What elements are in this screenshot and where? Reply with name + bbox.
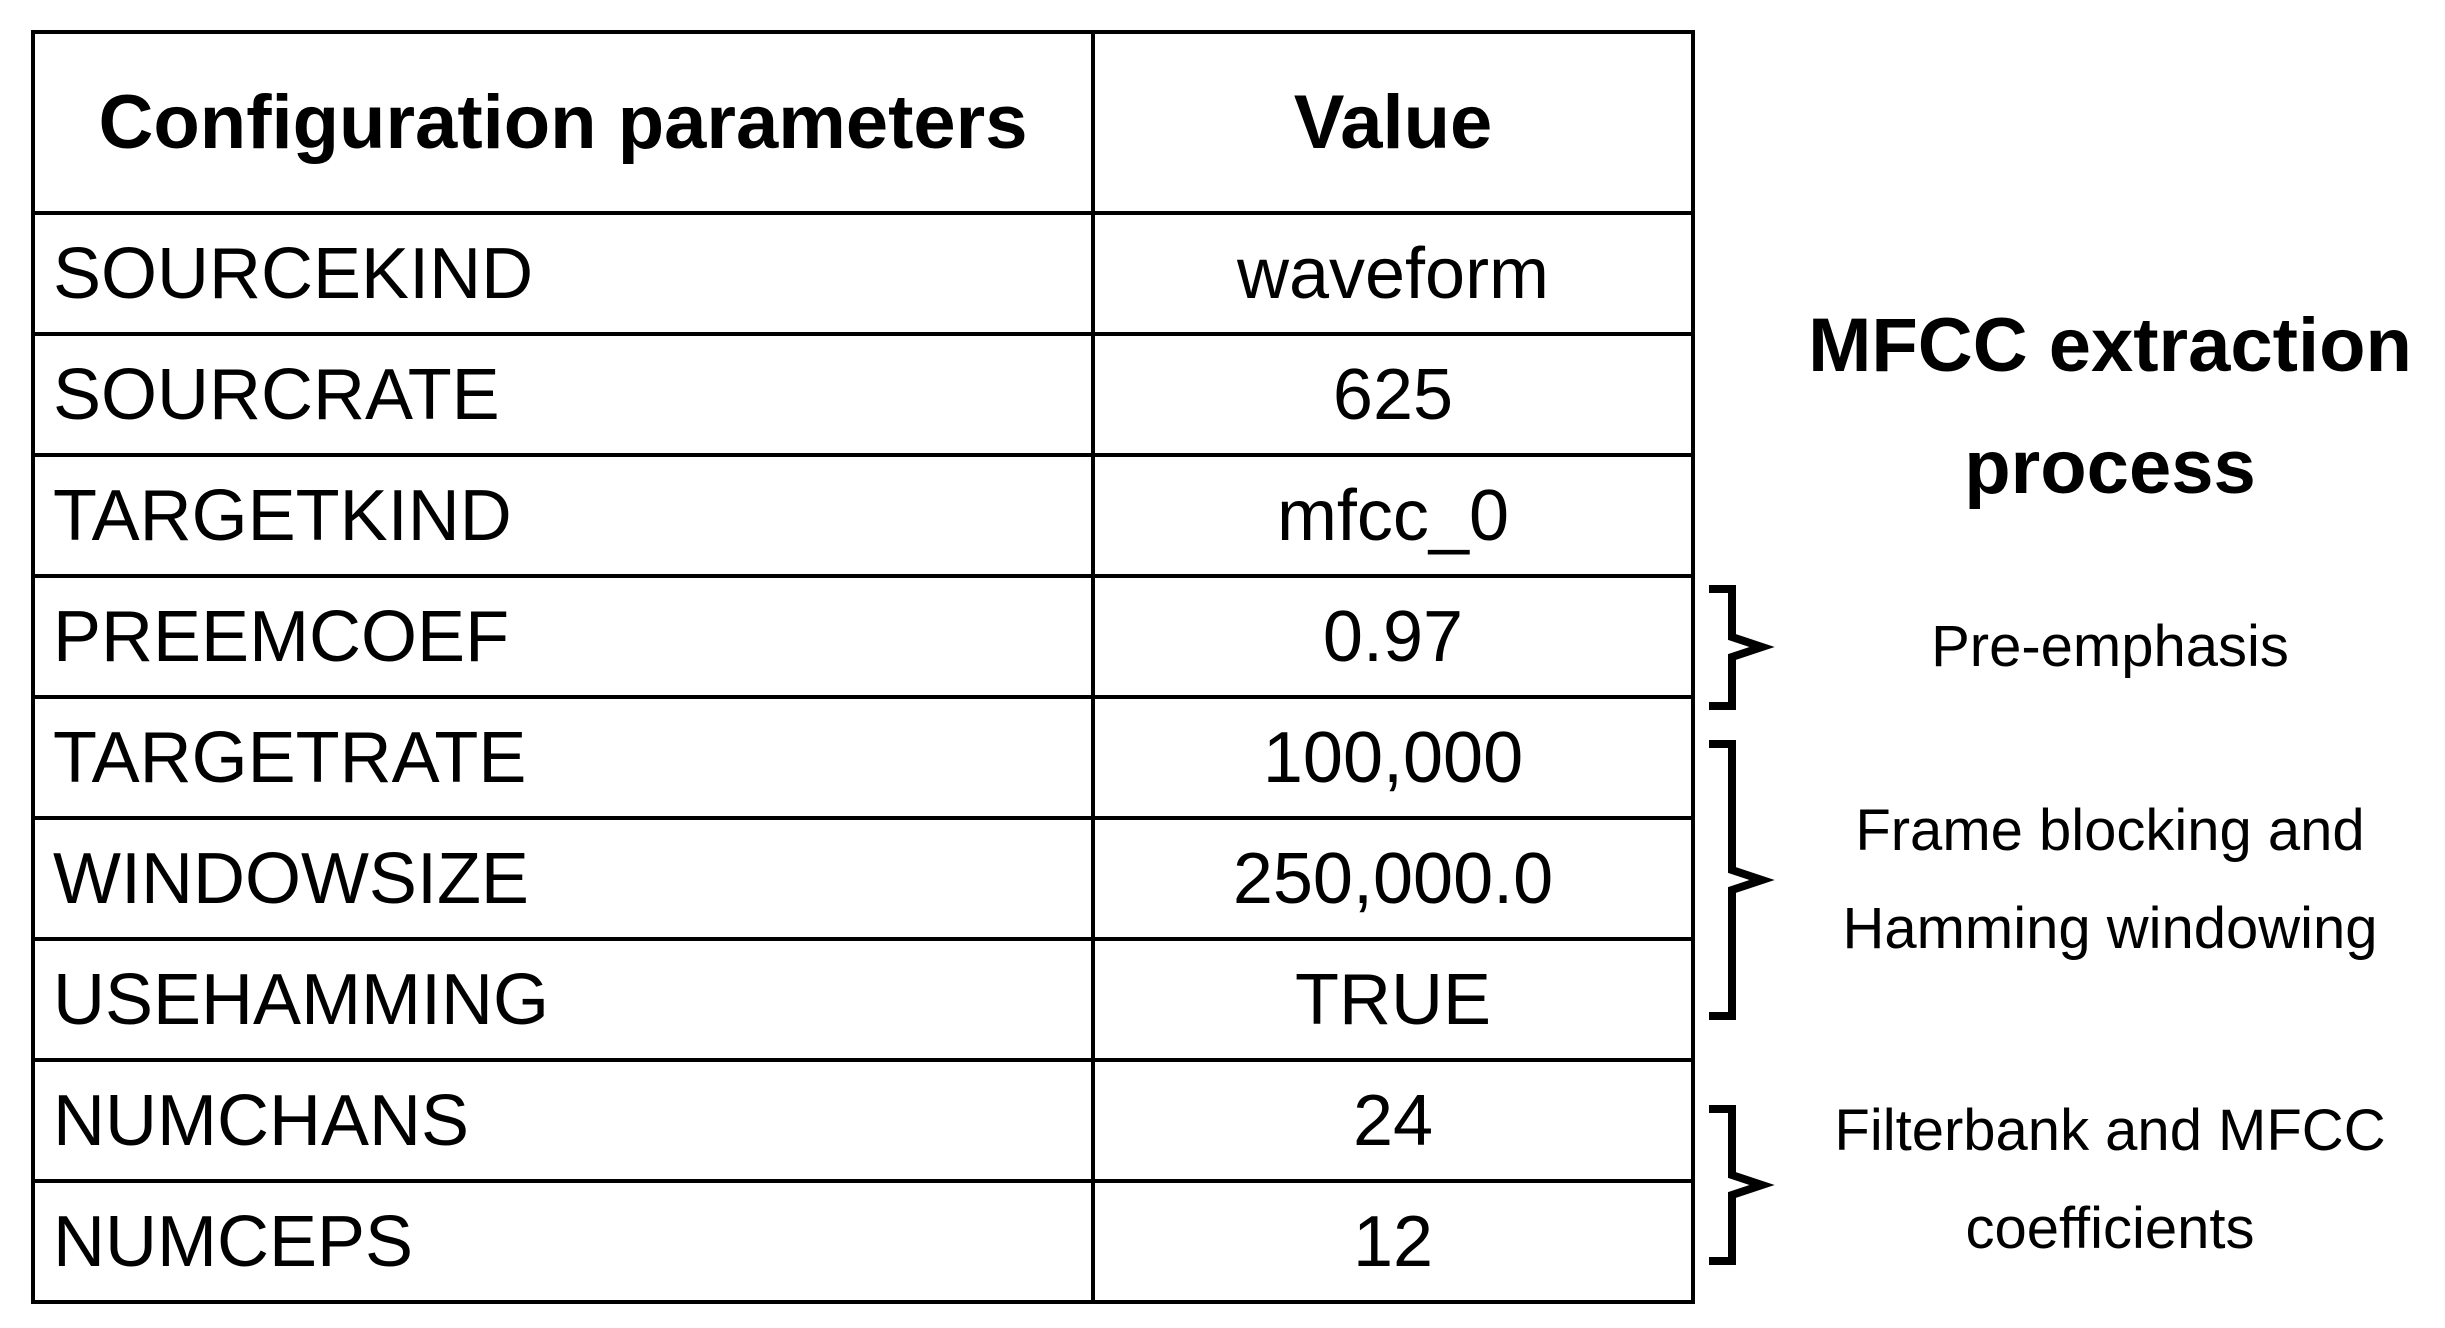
stage-label-line1: Pre-emphasis — [1931, 614, 2289, 679]
param-name: USEHAMMING — [31, 937, 1095, 1062]
table-row: NUMCHANS 24 — [31, 1058, 1695, 1183]
param-name: NUMCHANS — [31, 1058, 1095, 1183]
pre-emphasis-brace — [1709, 585, 1775, 710]
table-row: SOURCEKIND waveform — [31, 211, 1695, 336]
mfcc-process-title-line2: process — [1964, 425, 2256, 510]
param-name: TARGETKIND — [31, 453, 1095, 578]
stage-pre-emphasis: Pre-emphasis — [1770, 598, 2445, 696]
param-value: mfcc_0 — [1091, 453, 1695, 578]
configuration-table: Configuration parameters Value SOURCEKIN… — [31, 30, 1695, 1304]
stage-label-line2: coefficients — [1965, 1196, 2255, 1261]
param-value: 24 — [1091, 1058, 1695, 1183]
param-name: SOURCRATE — [31, 332, 1095, 457]
param-value: 625 — [1091, 332, 1695, 457]
table-row: SOURCRATE 625 — [31, 332, 1695, 457]
frame-blocking-brace — [1709, 740, 1775, 1020]
param-value: 250,000.0 — [1091, 816, 1695, 941]
stage-label-line1: Filterbank and MFCC — [1834, 1098, 2386, 1163]
param-value: 100,000 — [1091, 695, 1695, 820]
mfcc-process-title-line1: MFCC extraction — [1808, 303, 2412, 388]
table-row: PREEMCOEF 0.97 — [31, 574, 1695, 699]
table-row: USEHAMMING TRUE — [31, 937, 1695, 1062]
table-row: TARGETKIND mfcc_0 — [31, 453, 1695, 578]
stage-frame-blocking: Frame blocking and Hamming windowing — [1770, 782, 2445, 978]
header-value: Value — [1091, 30, 1695, 215]
table-header-row: Configuration parameters Value — [31, 30, 1695, 215]
param-name: PREEMCOEF — [31, 574, 1095, 699]
param-name: SOURCEKIND — [31, 211, 1095, 336]
header-configuration-parameters: Configuration parameters — [31, 30, 1095, 215]
param-name: TARGETRATE — [31, 695, 1095, 820]
param-value: 0.97 — [1091, 574, 1695, 699]
param-value: TRUE — [1091, 937, 1695, 1062]
stage-filterbank: Filterbank and MFCC coefficients — [1770, 1082, 2445, 1278]
table-row: TARGETRATE 100,000 — [31, 695, 1695, 820]
param-name: WINDOWSIZE — [31, 816, 1095, 941]
param-value: 12 — [1091, 1179, 1695, 1304]
table-row: WINDOWSIZE 250,000.0 — [31, 816, 1695, 941]
table-row: NUMCEPS 12 — [31, 1179, 1695, 1304]
mfcc-process-title: MFCC extraction process — [1770, 285, 2445, 529]
stage-label-line2: Hamming windowing — [1842, 896, 2378, 961]
stage-label-line1: Frame blocking and — [1855, 798, 2365, 863]
param-name: NUMCEPS — [31, 1179, 1095, 1304]
filterbank-brace — [1709, 1105, 1775, 1265]
param-value: waveform — [1091, 211, 1695, 336]
